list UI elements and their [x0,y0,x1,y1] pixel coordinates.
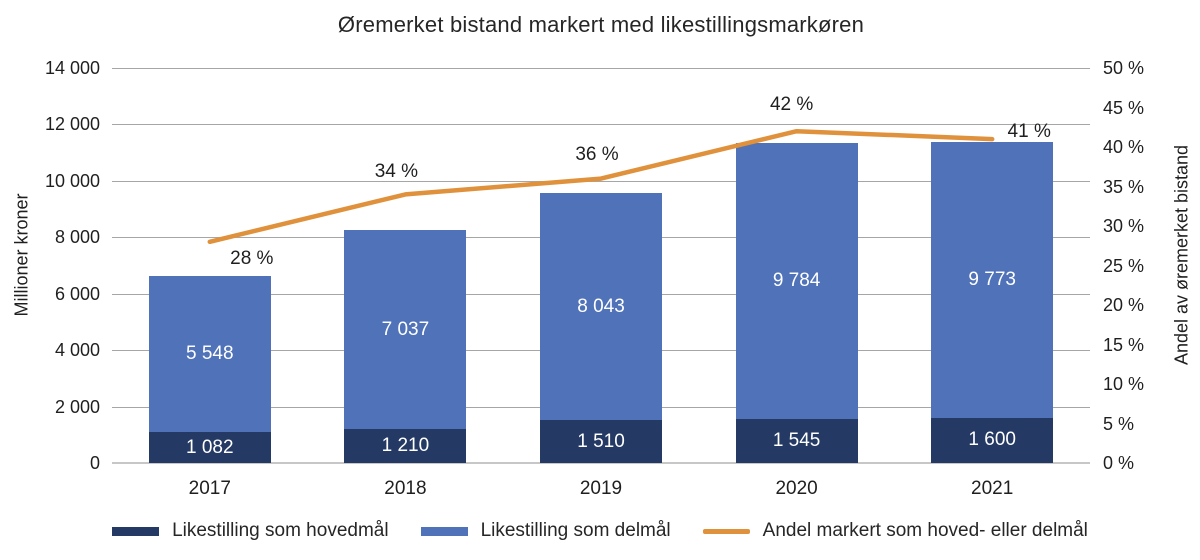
legend-label-series2: Andel markert som hoved- eller delmål [762,520,1088,541]
line-point-label: 34 % [374,161,419,183]
gridline [112,124,1090,126]
x-axis-tick-2020: 2020 [775,478,818,499]
bar-value-label: 1 210 [381,434,430,456]
left-axis-tick: 12 000 [44,114,100,135]
bar-segment-series1-2017 [148,275,271,433]
left-axis-tick: 4 000 [54,340,100,361]
right-axis-tick: 20 % [1103,295,1145,315]
left-axis-tick: 0 [89,453,100,473]
bar-segment-series0-2021 [931,417,1054,463]
legend: Likestilling som hovedmål Likestilling so… [0,520,1200,542]
right-axis-tick: 35 % [1103,176,1145,197]
bar-segment-series1-2018 [344,230,467,429]
x-axis-tick-2021: 2021 [971,478,1014,499]
right-axis-tick: 45 % [1103,97,1145,118]
right-axis-title-text: Andel av øremerket bistand [1171,144,1192,366]
left-axis-tick: 6 000 [54,283,100,304]
bar-segment-series1-2020 [735,143,858,420]
bar-value-label: 5 548 [186,343,234,365]
legend-swatch-bar-series0 [112,526,160,536]
bar-value-label: 1 082 [186,436,234,458]
right-axis-tick: 40 % [1103,137,1145,157]
right-axis-tick: 0 % [1103,453,1135,473]
right-axis-tick: 15 % [1103,334,1145,355]
legend-swatch-line-series2 [702,528,750,534]
line-series-svg [207,128,995,245]
legend-label-series1: Likestilling som delmål [480,520,671,541]
x-axis-line [112,462,1090,464]
legend-item-series2: Andel markert som hoved- eller delmål [702,520,1088,542]
left-axis-tick: 14 000 [44,58,100,78]
bar-value-label: 9 784 [772,270,821,292]
chart-title: Øremerket bistand markert med likestilli… [337,12,865,37]
bar-value-label: 1 510 [577,430,625,452]
line-series-path [207,128,995,245]
right-axis-tick: 30 % [1103,216,1145,236]
legend-swatch-bar-series1 [420,526,468,536]
bar-value-label: 1 600 [968,429,1016,451]
bar-segment-series1-2021 [931,142,1054,418]
right-axis-tick: 50 % [1103,58,1145,78]
bar-value-label: 8 043 [577,295,625,317]
right-axis-tick: 25 % [1103,255,1145,276]
bar-segment-series0-2019 [540,420,662,463]
x-axis-tick-2018: 2018 [384,478,427,499]
line-point-label: 42 % [769,94,814,116]
bar-value-label: 9 773 [968,268,1016,290]
bar-segment-series0-2017 [148,432,271,463]
line-point-label: 36 % [575,143,619,165]
x-axis-tick-2017: 2017 [188,478,231,499]
x-axis-tick-2019: 2019 [579,478,623,499]
bar-value-label: 7 037 [381,318,430,340]
right-axis-tick: 5 % [1103,413,1135,434]
left-axis-tick: 10 000 [44,170,100,191]
line-point-label: 28 % [230,247,274,269]
legend-item-series0: Likestilling som hovedmål [112,520,389,542]
bar-segment-series0-2020 [735,419,858,463]
line-point-label: 41 % [1007,121,1051,143]
right-axis-tick: 10 % [1103,374,1145,394]
gridline [112,68,1090,69]
plot-area: 1 082 5 548 1 210 7 037 1 510 8 043 1 545 9 784… [112,68,1090,464]
legend-item-series1: Likestilling som delmål [420,520,671,542]
left-axis-tick: 8 000 [54,227,100,248]
bar-value-label: 1 545 [772,430,821,452]
left-axis-tick: 2 000 [54,396,100,417]
bar-segment-series0-2018 [344,428,467,463]
legend-label-series0: Likestilling som hovedmål [172,520,389,541]
gridline [112,180,1090,182]
bar-segment-series1-2019 [540,193,662,421]
